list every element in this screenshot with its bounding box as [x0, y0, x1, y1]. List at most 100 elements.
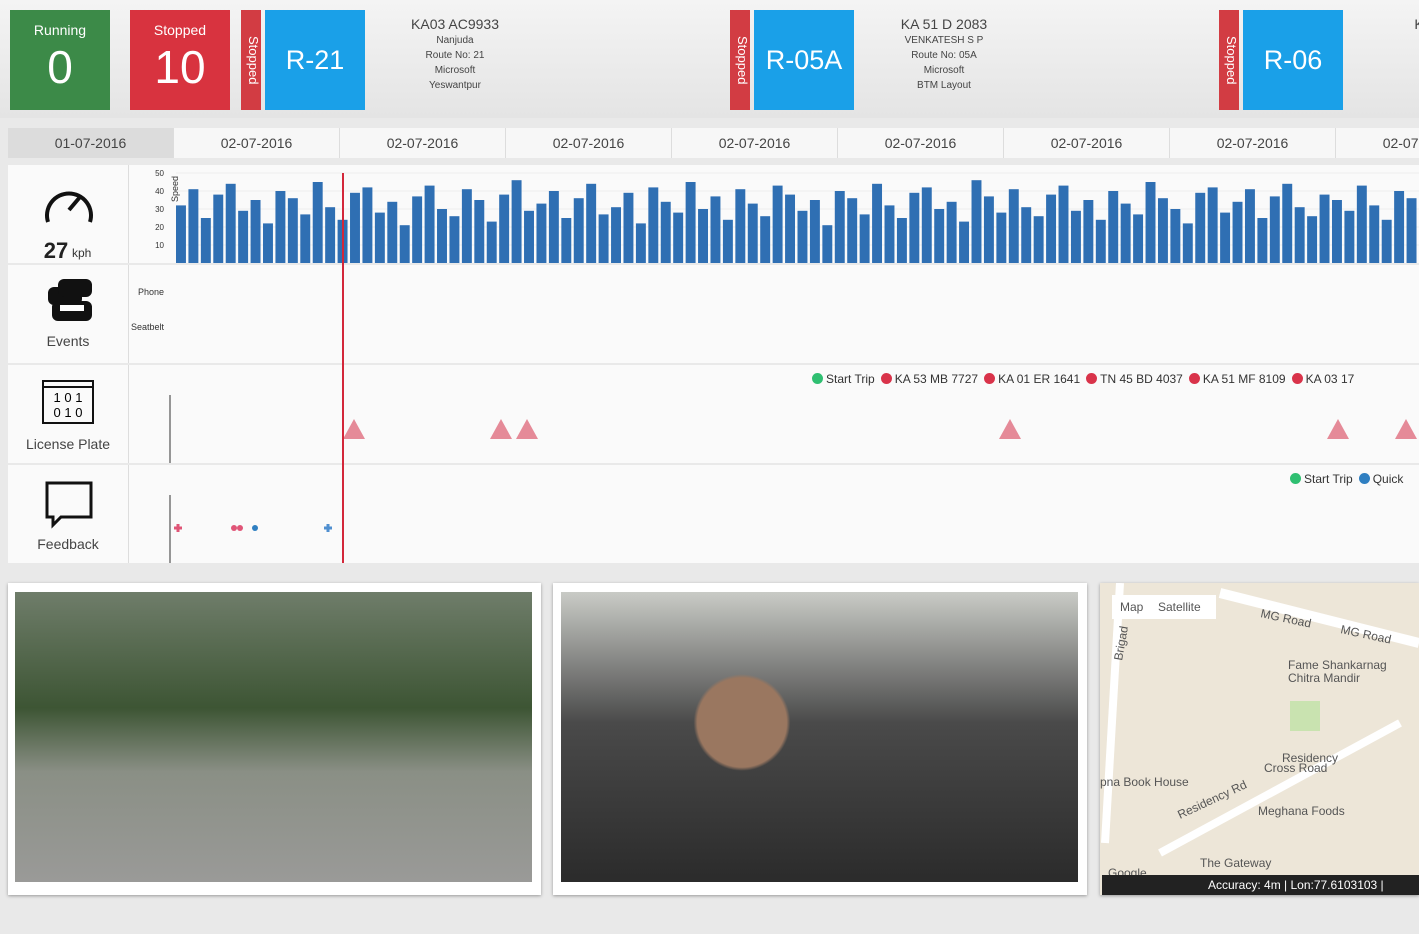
bubble-icon — [45, 481, 93, 529]
speed-bar — [1058, 185, 1069, 263]
speed-bar — [1257, 218, 1268, 263]
status-tile: Stopped 10 — [130, 10, 230, 110]
legend-item: KA 51 MF 8109 — [1183, 372, 1286, 386]
speed-bar — [1133, 214, 1144, 263]
speed-bar — [1369, 205, 1380, 263]
speed-bar — [399, 225, 410, 263]
route-badge: R-06 — [1243, 10, 1343, 110]
speed-bar — [623, 192, 634, 263]
speed-bar — [1269, 196, 1280, 263]
speed-bar — [809, 200, 820, 263]
route-company: Microsoft — [434, 65, 476, 76]
date-cell: 02-07-2016 — [1004, 128, 1170, 158]
speed-bar — [287, 198, 298, 263]
speed-bar — [1083, 200, 1094, 263]
legend-dot — [1358, 473, 1370, 484]
speed-bar — [561, 218, 572, 263]
speed-bar — [1356, 185, 1367, 263]
speed-bar — [660, 201, 671, 263]
route-route-no: Route No: 05A — [911, 50, 977, 61]
row-label: Feedback — [37, 536, 99, 552]
y-tick-label: 20 — [155, 223, 164, 232]
plate-markers — [169, 395, 1417, 463]
speed-bar — [573, 198, 584, 263]
top-bar: Running 0 Stopped 10 Stopped R-21 KA03 AC9933 N… — [0, 0, 1419, 118]
speed-bar — [1046, 194, 1057, 263]
speed-chart: Speed 10 20 30 40 50 — [155, 169, 1419, 263]
date-cell: 01-07-2016 — [8, 128, 174, 158]
route-info: KA03 AC9933 Nanjuda Route No: 21 Microsoft Y… — [355, 16, 555, 93]
series-label: Seatbelt — [131, 322, 165, 332]
video-frame — [561, 592, 1078, 882]
speed-bar — [859, 214, 870, 263]
route-route-no: Rout — [1333, 48, 1419, 63]
speed-bar — [1394, 191, 1405, 263]
speed-bar — [1307, 216, 1318, 263]
speed-bar — [797, 210, 808, 263]
row-label: License Plate — [25, 436, 111, 452]
map-label: The Gateway — [1200, 856, 1271, 870]
route-state: Stopped — [1219, 10, 1239, 110]
route-state: Stopped — [730, 10, 750, 110]
speed-bar — [710, 196, 721, 263]
speed-bar — [524, 210, 534, 263]
speed-bar — [1381, 219, 1392, 263]
speed-bar — [1244, 189, 1255, 263]
series-label: Phone — [138, 287, 165, 297]
map-tab[interactable]: Satellite — [1158, 600, 1201, 614]
legend-text: Quick — [1372, 472, 1404, 486]
speed-bar — [834, 191, 845, 263]
time-cursor — [342, 173, 344, 563]
tile-count: 10 — [154, 41, 206, 93]
legend: Start Trip KA 53 MB 7727 KA 01 ER 1641 TN 4… — [806, 372, 1419, 386]
events-icon: Events — [8, 265, 129, 363]
speed-bar — [1021, 207, 1032, 263]
map-tab[interactable]: Map — [1120, 600, 1144, 614]
speed-bar — [1232, 201, 1243, 263]
speed-bar — [635, 223, 646, 263]
speed-bar — [1033, 216, 1044, 263]
speed-bar — [499, 194, 510, 263]
speed-bar — [1070, 210, 1081, 263]
route-badge: R-05A — [754, 10, 854, 110]
speed-bar — [648, 187, 659, 263]
speed-bar — [536, 203, 547, 263]
map-label: Brigad — [1111, 625, 1131, 662]
speed-bar — [362, 187, 373, 263]
speed-bar — [263, 223, 273, 263]
speed-bar — [946, 201, 957, 263]
legend-item: Start Trip — [806, 372, 875, 386]
speed-bar — [300, 214, 311, 263]
speed-bar — [586, 183, 597, 263]
route-driver: Dri — [1333, 33, 1419, 48]
speed-bar — [971, 180, 982, 263]
plate-row: 1 0 1 0 1 0 License Plate Start Trip KA 5… — [8, 365, 1419, 463]
speed-bar — [996, 212, 1007, 263]
speed-bar — [437, 209, 447, 263]
speed-bar — [412, 196, 423, 263]
speed-bar — [511, 180, 522, 263]
video-frame — [15, 592, 532, 882]
speed-bar — [1170, 209, 1181, 263]
speed-bar — [785, 194, 796, 263]
legend-item: KA 53 MB 7727 — [875, 372, 978, 386]
speed-bar — [325, 207, 336, 263]
map-label: Cross Road — [1264, 761, 1327, 775]
speed-bar — [1182, 223, 1193, 263]
speed-bar — [983, 196, 994, 263]
legend-text: KA 53 MB 7727 — [894, 372, 979, 386]
legend-dot — [1086, 373, 1098, 384]
speed-bar — [474, 200, 485, 263]
legend: Start Trip Quick — [1284, 472, 1419, 486]
date-cell: 02-07-2016 — [340, 128, 506, 158]
legend-dot — [880, 373, 892, 384]
legend-dot — [1291, 373, 1303, 384]
route-company: Microsoft — [923, 65, 965, 76]
tile-count: 0 — [47, 41, 73, 93]
route-driver: Nanjuda — [436, 35, 474, 46]
speed-bar — [387, 201, 398, 263]
speed-bar — [1344, 210, 1355, 263]
speed-bar — [374, 212, 385, 263]
map: Map Satellite MG Road MG Road Fame Shank… — [1100, 582, 1419, 895]
tile-label: Stopped — [153, 22, 207, 38]
